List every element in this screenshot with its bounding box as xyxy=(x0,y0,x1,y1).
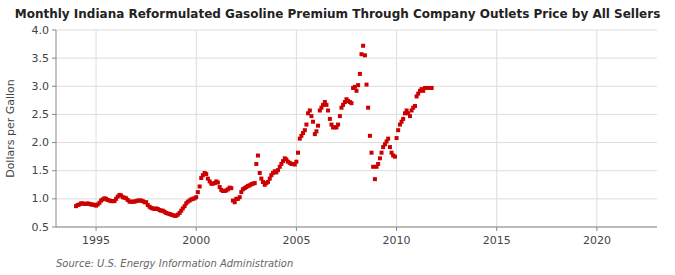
point xyxy=(361,44,365,48)
y-grid-line xyxy=(56,30,657,31)
y-tick-label: 2.0 xyxy=(32,136,50,149)
point xyxy=(393,155,397,159)
point xyxy=(408,114,412,118)
point xyxy=(430,86,434,90)
point xyxy=(396,128,400,132)
point xyxy=(256,154,260,158)
y-tick-label: 2.5 xyxy=(32,108,50,121)
x-tick-label: 2010 xyxy=(383,234,411,247)
y-grid-line xyxy=(56,114,657,115)
y-tick xyxy=(52,142,56,143)
chart-svg: 0.5 1.0 1.5 2.0 2.5 3.0 3.5 4.0 1995 2000 2005 2010… xyxy=(0,0,675,275)
point xyxy=(338,114,342,118)
point xyxy=(371,165,375,169)
y-tick xyxy=(52,170,56,171)
points xyxy=(74,44,434,218)
point xyxy=(356,83,360,87)
point xyxy=(254,162,258,166)
point xyxy=(376,162,380,166)
point xyxy=(336,123,340,127)
axes: 0.5 1.0 1.5 2.0 2.5 3.0 3.5 4.0 1995 2000 2005 2010… xyxy=(32,24,658,248)
x-grid-line xyxy=(296,30,297,227)
y-tick xyxy=(52,114,56,115)
x-tick-label: 2020 xyxy=(583,234,611,247)
x-tick xyxy=(596,227,597,231)
y-tick-label: 3.5 xyxy=(32,52,50,65)
point xyxy=(380,151,384,155)
point xyxy=(204,172,208,176)
x-tick xyxy=(196,227,197,231)
point xyxy=(360,52,364,56)
point xyxy=(238,195,242,199)
x-grid-line xyxy=(496,30,497,227)
y-axis-label: Dollars per Gallon xyxy=(4,79,17,178)
point xyxy=(349,101,353,105)
y-tick xyxy=(52,86,56,87)
point xyxy=(386,137,390,141)
point xyxy=(294,160,298,164)
point xyxy=(326,108,330,112)
title: Monthly Indiana Reformulated Gasoline Pr… xyxy=(15,7,661,21)
point xyxy=(378,156,382,160)
y-tick xyxy=(52,58,56,59)
point xyxy=(229,186,233,190)
point xyxy=(395,136,399,140)
y-tick xyxy=(52,30,56,31)
point xyxy=(253,181,257,185)
point xyxy=(365,83,369,87)
chart-container: 0.5 1.0 1.5 2.0 2.5 3.0 3.5 4.0 1995 2000 2005 2010… xyxy=(0,0,675,275)
y-tick-label: 1.5 xyxy=(32,164,50,177)
y-grid-line xyxy=(56,142,657,143)
x-tick-label: 2005 xyxy=(282,234,310,247)
point xyxy=(198,184,202,188)
x-axis-line xyxy=(56,227,657,228)
point xyxy=(368,134,372,138)
y-tick-label: 1.0 xyxy=(32,192,50,205)
y-grid-line xyxy=(56,198,657,199)
point xyxy=(314,129,318,133)
point xyxy=(388,145,392,149)
point xyxy=(328,117,332,121)
grid xyxy=(56,30,657,227)
point xyxy=(308,108,312,112)
point xyxy=(196,190,200,194)
x-tick-label: 2000 xyxy=(182,234,210,247)
y-grid-line xyxy=(56,58,657,59)
point xyxy=(413,104,417,108)
x-grid-line xyxy=(596,30,597,227)
x-tick xyxy=(96,227,97,231)
point xyxy=(303,128,307,132)
y-tick xyxy=(52,198,56,199)
point xyxy=(363,53,367,57)
y-axis-line xyxy=(56,30,57,227)
y-tick-label: 3.0 xyxy=(32,80,50,93)
point xyxy=(373,177,377,181)
point xyxy=(216,181,220,185)
y-grid-line xyxy=(56,170,657,171)
annotation: Source: U.S. Energy Information Administ… xyxy=(56,258,293,269)
x-tick xyxy=(396,227,397,231)
y-tick-label: 0.5 xyxy=(32,221,50,234)
x-tick-label: 1995 xyxy=(82,234,110,247)
y-tick xyxy=(52,227,56,228)
point xyxy=(304,123,308,127)
point xyxy=(296,151,300,155)
point xyxy=(355,89,359,93)
point xyxy=(194,195,198,199)
x-tick xyxy=(496,227,497,231)
x-tick-label: 2015 xyxy=(483,234,511,247)
y-grid-line xyxy=(56,227,657,228)
point xyxy=(401,117,405,121)
x-grid-line xyxy=(96,30,97,227)
y-tick-label: 4.0 xyxy=(32,24,50,37)
point xyxy=(316,124,320,128)
point xyxy=(370,151,374,155)
point xyxy=(309,114,313,118)
x-tick xyxy=(296,227,297,231)
point xyxy=(258,171,262,175)
point xyxy=(324,103,328,107)
point xyxy=(358,72,362,76)
point xyxy=(311,120,315,124)
point xyxy=(366,106,370,110)
